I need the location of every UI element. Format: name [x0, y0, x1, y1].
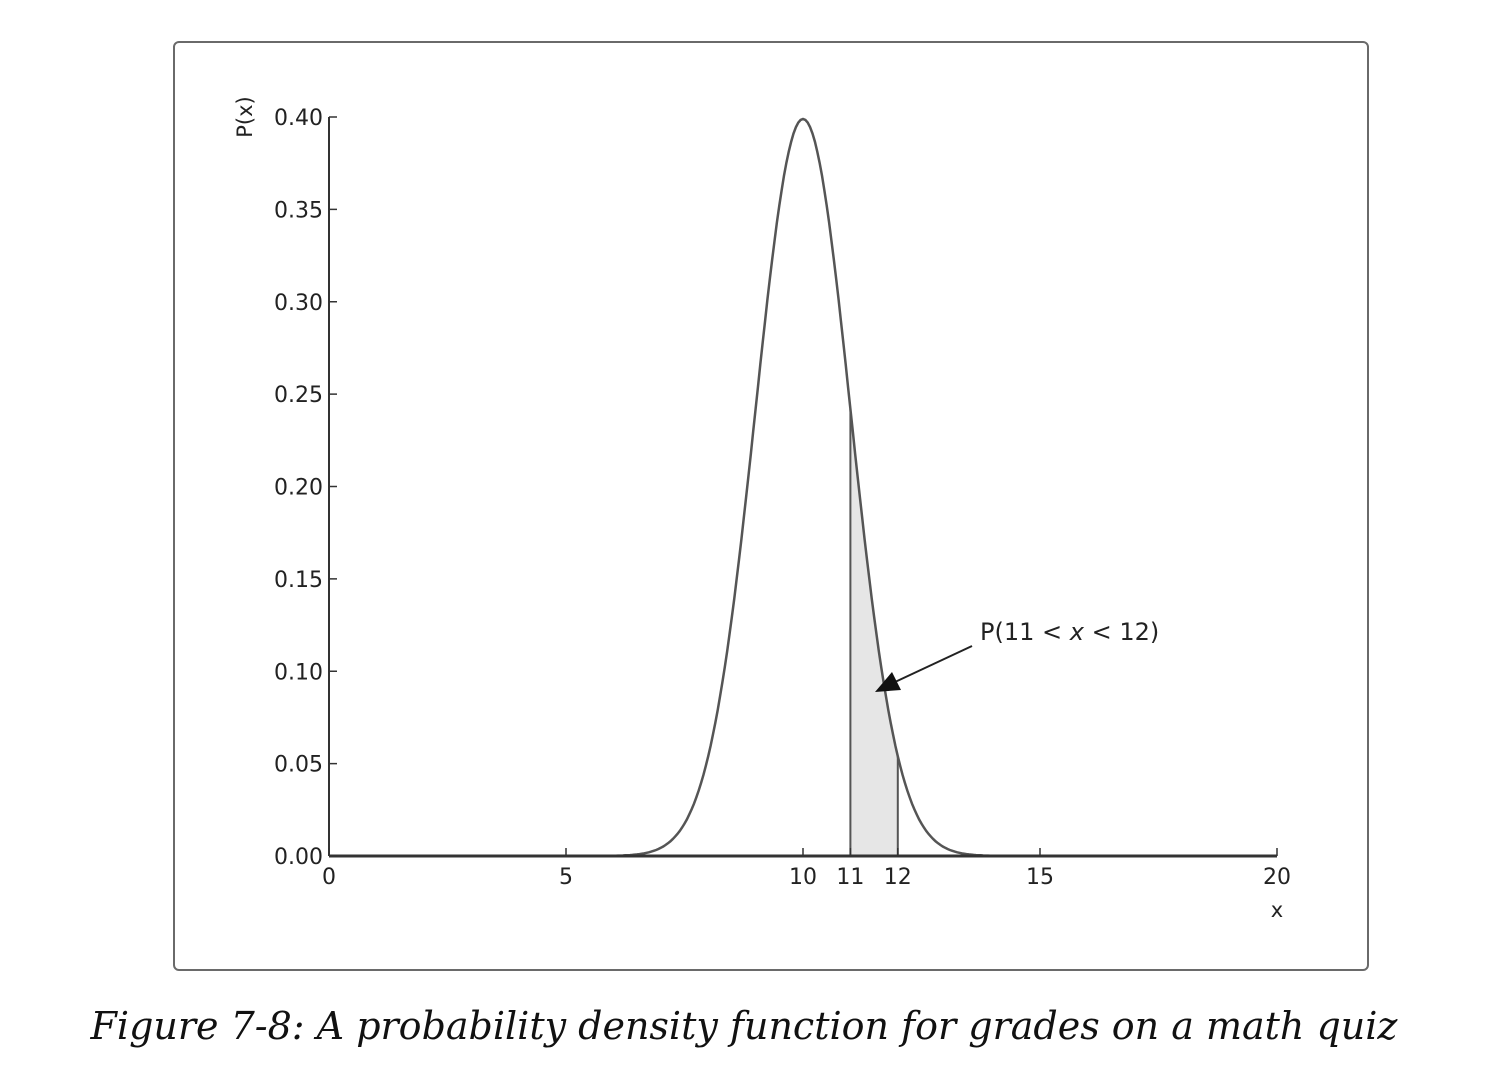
y-tick-label: 0.30 — [274, 291, 323, 316]
annotation: P(11 < x < 12) — [875, 618, 1159, 692]
y-tick-label: 0.00 — [274, 845, 323, 870]
y-tick-label: 0.15 — [274, 568, 323, 593]
annotation-label: P(11 < x < 12) — [980, 618, 1159, 646]
x-axis-ticks: 0 5 10 11 12 15 20 — [322, 848, 1291, 890]
x-axis-label: x — [1271, 898, 1283, 922]
figure-frame — [173, 41, 1369, 971]
y-tick-label: 0.35 — [274, 198, 323, 223]
y-tick-label: 0.20 — [274, 476, 323, 501]
annotation-suffix: < 12) — [1084, 618, 1159, 646]
annotation-prefix: P(11 < — [980, 618, 1070, 646]
x-tick-label: 5 — [559, 865, 573, 890]
annotation-variable: x — [1069, 618, 1085, 646]
y-tick-label: 0.05 — [274, 753, 323, 778]
axes — [328, 117, 1277, 858]
annotation-arrow-head — [875, 672, 901, 692]
density-curve — [329, 117, 1277, 858]
figure-caption: Figure 7-8: A probability density functi… — [90, 1004, 1398, 1048]
y-tick-label: 0.25 — [274, 383, 323, 408]
annotation-arrow-line — [894, 645, 973, 683]
y-axis-label: P(x) — [233, 96, 257, 137]
y-axis-ticks: 0.00 0.05 0.10 0.15 0.20 0.25 0.30 0.35 0.40 — [274, 106, 337, 870]
x-tick-label: 20 — [1263, 865, 1291, 890]
x-tick-label: 10 — [789, 865, 817, 890]
x-tick-label: 15 — [1026, 865, 1054, 890]
y-tick-label: 0.10 — [274, 660, 323, 685]
x-tick-label: 11 — [836, 865, 864, 890]
pdf-chart: 0 5 10 11 12 15 20 0.00 0.05 0.10 0.15 0.20 0.25 0.3… — [233, 96, 1291, 922]
x-tick-label: 12 — [884, 865, 912, 890]
x-tick-label: 0 — [322, 865, 336, 890]
y-tick-label: 0.40 — [274, 106, 323, 131]
